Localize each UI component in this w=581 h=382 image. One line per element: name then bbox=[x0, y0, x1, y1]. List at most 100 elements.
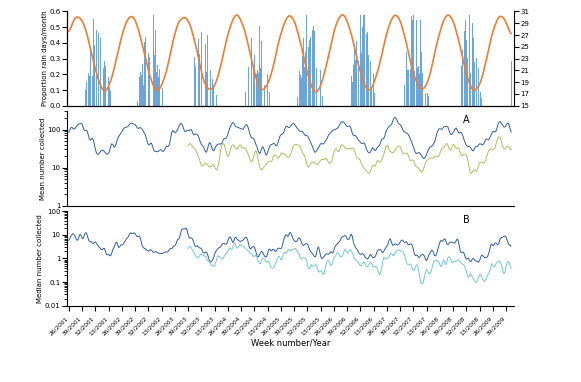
Bar bbox=[199, 54, 200, 106]
Bar bbox=[100, 37, 101, 106]
Bar bbox=[466, 40, 467, 106]
Bar bbox=[144, 42, 145, 106]
Bar bbox=[260, 68, 261, 106]
Bar bbox=[198, 39, 199, 106]
Bar bbox=[303, 38, 304, 106]
Bar bbox=[476, 58, 477, 106]
Bar bbox=[154, 55, 155, 106]
Bar bbox=[140, 71, 141, 106]
Bar bbox=[412, 20, 413, 106]
Bar bbox=[422, 73, 423, 106]
Bar bbox=[253, 65, 254, 106]
Bar bbox=[352, 82, 353, 106]
Bar bbox=[314, 31, 315, 106]
Bar bbox=[474, 62, 475, 106]
Bar bbox=[481, 98, 482, 106]
Bar bbox=[316, 68, 317, 106]
Bar bbox=[90, 51, 91, 106]
Bar bbox=[312, 30, 313, 106]
Bar bbox=[417, 68, 418, 106]
Bar bbox=[96, 30, 97, 106]
Bar bbox=[371, 88, 372, 106]
Bar bbox=[351, 76, 352, 106]
Bar bbox=[416, 20, 417, 106]
Bar bbox=[367, 32, 368, 106]
Bar bbox=[401, 101, 403, 106]
Bar bbox=[162, 88, 163, 106]
Bar bbox=[103, 68, 104, 106]
Bar bbox=[94, 45, 95, 106]
Bar bbox=[143, 84, 144, 106]
Bar bbox=[420, 20, 421, 106]
Bar bbox=[413, 15, 414, 106]
Bar bbox=[251, 38, 252, 106]
Bar bbox=[363, 15, 364, 106]
Bar bbox=[267, 74, 268, 106]
X-axis label: Week number/Year: Week number/Year bbox=[251, 339, 330, 348]
Bar bbox=[159, 69, 160, 106]
Bar bbox=[356, 40, 357, 106]
Bar bbox=[355, 60, 356, 106]
Bar bbox=[428, 96, 429, 106]
Bar bbox=[207, 35, 208, 106]
Bar bbox=[349, 92, 350, 106]
Bar bbox=[205, 44, 206, 106]
Bar bbox=[149, 57, 150, 106]
Bar bbox=[411, 16, 412, 106]
Bar bbox=[141, 74, 142, 106]
Bar bbox=[269, 92, 270, 106]
Bar bbox=[456, 90, 457, 106]
Y-axis label: Mean number collected: Mean number collected bbox=[40, 117, 46, 200]
Bar bbox=[158, 77, 159, 106]
Text: B: B bbox=[462, 215, 469, 225]
Bar bbox=[105, 66, 106, 106]
Bar bbox=[472, 23, 473, 106]
Bar bbox=[108, 77, 109, 106]
Bar bbox=[374, 93, 375, 106]
Bar bbox=[153, 15, 154, 106]
Bar bbox=[155, 30, 156, 106]
Bar bbox=[360, 15, 361, 106]
Bar bbox=[93, 19, 94, 106]
Bar bbox=[414, 71, 415, 106]
Bar bbox=[480, 92, 481, 106]
Bar bbox=[256, 74, 257, 106]
Bar bbox=[418, 66, 419, 106]
Bar bbox=[308, 47, 309, 106]
Bar bbox=[148, 53, 149, 106]
Bar bbox=[299, 71, 300, 106]
Bar bbox=[110, 91, 111, 106]
Bar bbox=[305, 52, 306, 106]
Bar bbox=[201, 32, 202, 106]
Y-axis label: Median number collected: Median number collected bbox=[37, 214, 44, 303]
Bar bbox=[361, 53, 362, 106]
Bar bbox=[92, 76, 93, 106]
Bar bbox=[410, 68, 411, 106]
Bar bbox=[427, 93, 428, 106]
Bar bbox=[264, 85, 265, 106]
Bar bbox=[366, 34, 367, 106]
Bar bbox=[104, 62, 105, 106]
Bar bbox=[353, 65, 354, 106]
Bar bbox=[245, 92, 246, 106]
Bar bbox=[157, 65, 158, 106]
Bar bbox=[370, 61, 371, 106]
Bar bbox=[258, 73, 259, 106]
Bar bbox=[301, 78, 302, 106]
Bar bbox=[478, 68, 479, 106]
Bar bbox=[212, 79, 213, 106]
Bar bbox=[421, 52, 422, 106]
Bar bbox=[467, 58, 468, 106]
Bar bbox=[137, 100, 138, 106]
Bar bbox=[210, 70, 211, 106]
Bar bbox=[86, 82, 87, 106]
Bar bbox=[98, 33, 99, 106]
Bar bbox=[216, 95, 217, 106]
Bar bbox=[368, 55, 369, 106]
Bar bbox=[257, 70, 258, 106]
Bar bbox=[259, 26, 260, 106]
Bar bbox=[109, 87, 110, 106]
Bar bbox=[213, 85, 214, 106]
Y-axis label: Proportion rain days/month: Proportion rain days/month bbox=[42, 11, 48, 107]
Bar bbox=[306, 15, 307, 106]
